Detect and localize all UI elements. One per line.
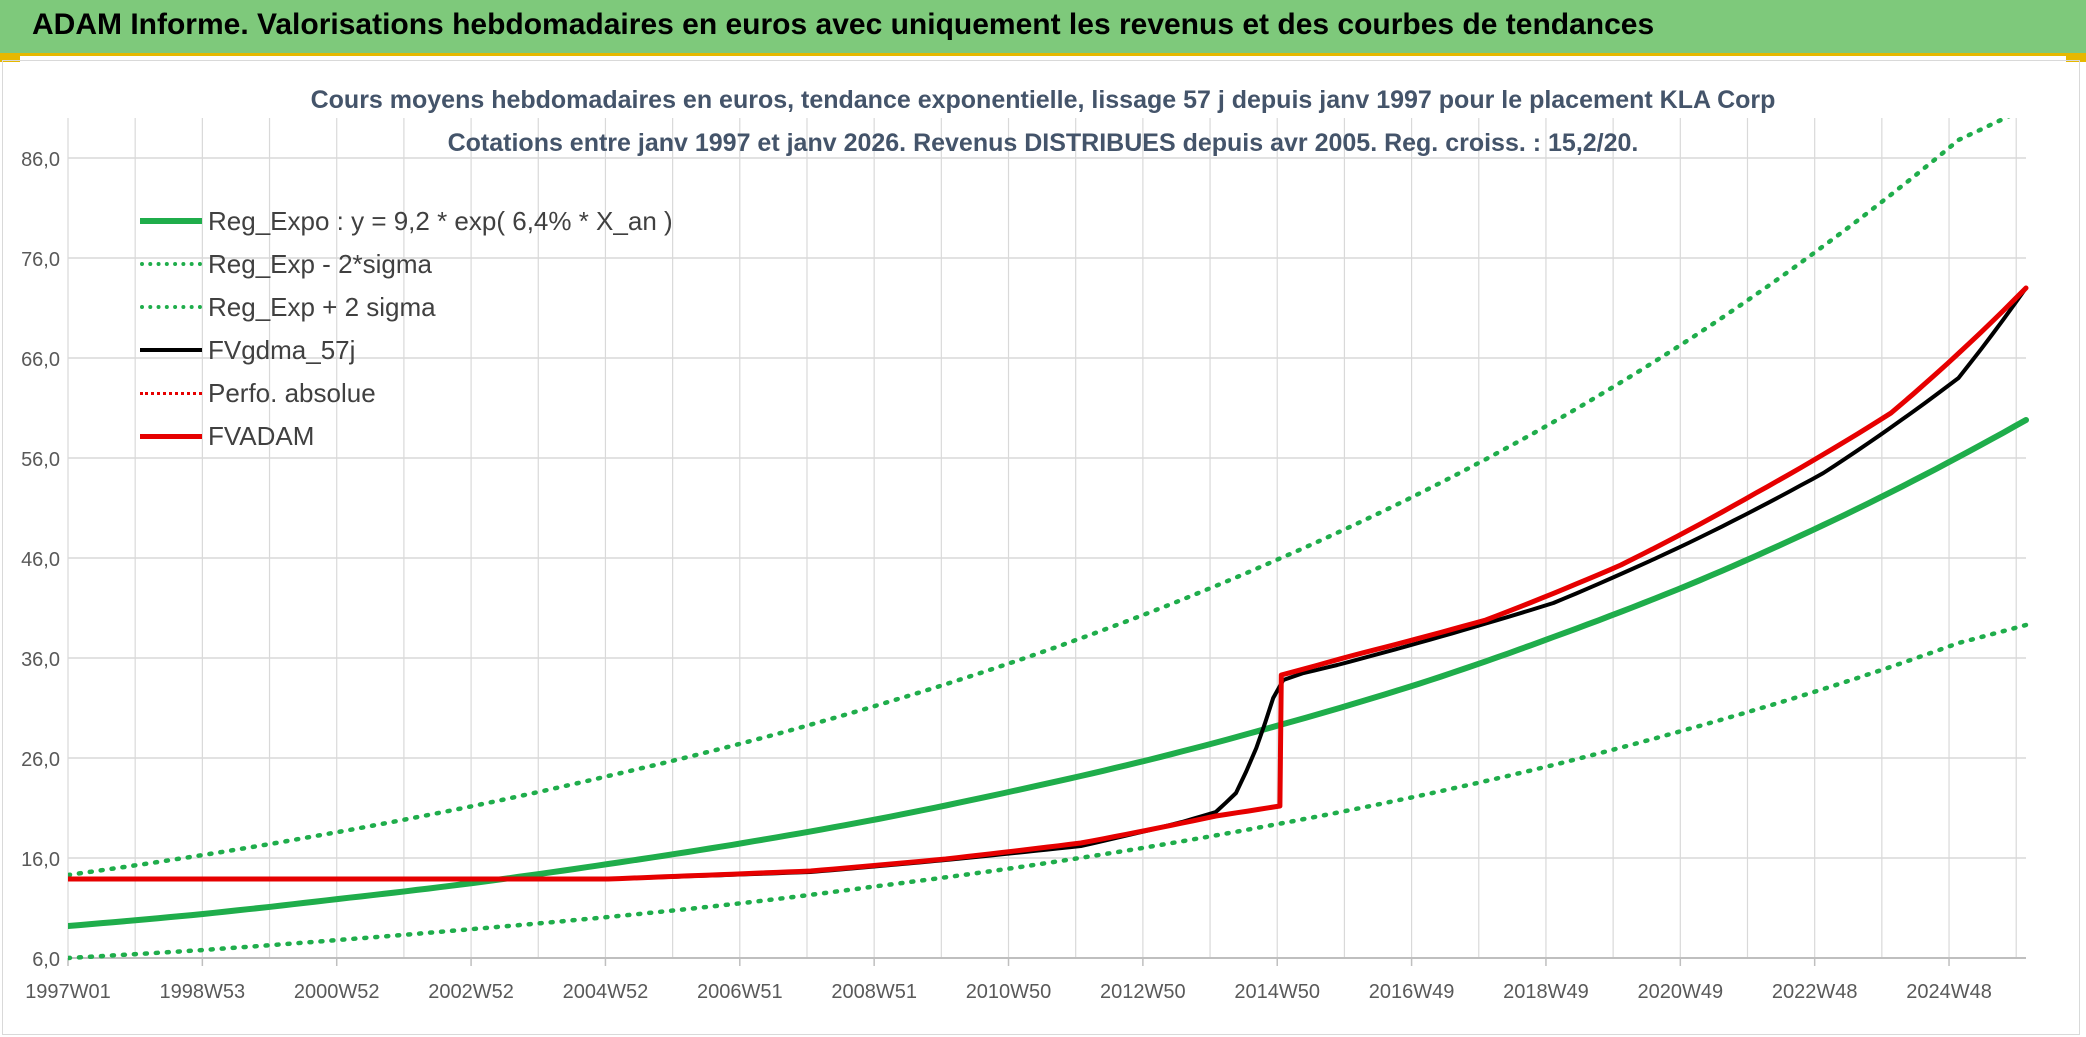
legend-label: FVADAM <box>208 421 315 451</box>
y-tick-label: 56,0 <box>21 449 60 471</box>
x-tick-label: 2004W52 <box>563 981 649 1003</box>
x-tick-label: 2024W48 <box>1906 981 1992 1003</box>
y-tick-label: 86,0 <box>21 149 60 171</box>
y-tick-label: 36,0 <box>21 649 60 671</box>
y-tick-label: 76,0 <box>21 249 60 271</box>
x-tick-label: 2018W49 <box>1503 981 1589 1003</box>
x-tick-label: 2006W51 <box>697 981 783 1003</box>
legend-label: Perfo. absolue <box>208 378 376 408</box>
legend-swatch <box>140 433 202 439</box>
x-tick-label: 2010W50 <box>966 981 1052 1003</box>
legend-label: Reg_Exp + 2 sigma <box>208 292 436 322</box>
x-tick-label: 1997W01 <box>25 981 111 1003</box>
series-line-5 <box>68 285 2029 882</box>
y-tick-label: 66,0 <box>21 349 60 371</box>
y-tick-label: 46,0 <box>21 549 60 571</box>
legend-swatch <box>140 304 202 309</box>
corner-mark-right <box>2066 56 2086 62</box>
banner-title: ADAM Informe. Valorisations hebdomadaire… <box>32 8 1655 41</box>
legend-swatch <box>140 261 202 266</box>
x-tick-label: 2012W50 <box>1100 981 1186 1003</box>
legend-swatch <box>140 348 202 352</box>
x-tick-label: 2014W50 <box>1234 981 1320 1003</box>
chart-title-line1: Cours moyens hebdomadaires en euros, ten… <box>310 86 1776 114</box>
x-tick-label: 2008W51 <box>831 981 917 1003</box>
legend-swatch <box>140 218 202 224</box>
corner-mark-left <box>0 56 20 62</box>
x-tick-label: 2002W52 <box>428 981 514 1003</box>
x-tick-label: 2020W49 <box>1637 981 1723 1003</box>
legend-label: FVgdma_57j <box>208 335 356 365</box>
x-tick-label: 2000W52 <box>294 981 380 1003</box>
banner: ADAM Informe. Valorisations hebdomadaire… <box>0 0 2086 56</box>
series-line-0 <box>68 417 2029 929</box>
series-line-2 <box>68 118 2011 878</box>
y-tick-label: 16,0 <box>21 849 60 871</box>
y-tick-label: 6,0 <box>32 949 60 971</box>
x-tick-label: 2022W48 <box>1772 981 1858 1003</box>
series-group <box>68 118 2029 961</box>
chart-frame <box>2 60 2080 1035</box>
y-tick-label: 26,0 <box>21 749 60 771</box>
x-tick-label: 2016W49 <box>1369 981 1455 1003</box>
legend-label: Reg_Expo : y = 9,2 * exp( 6,4% * X_an ) <box>208 206 673 236</box>
x-tick-label: 1998W53 <box>160 981 246 1003</box>
series-line-1 <box>68 622 2029 961</box>
legend-swatch <box>140 391 202 395</box>
chart-title-line2: Cotations entre janv 1997 et janv 2026. … <box>447 129 1639 157</box>
legend-label: Reg_Exp - 2*sigma <box>208 249 432 279</box>
